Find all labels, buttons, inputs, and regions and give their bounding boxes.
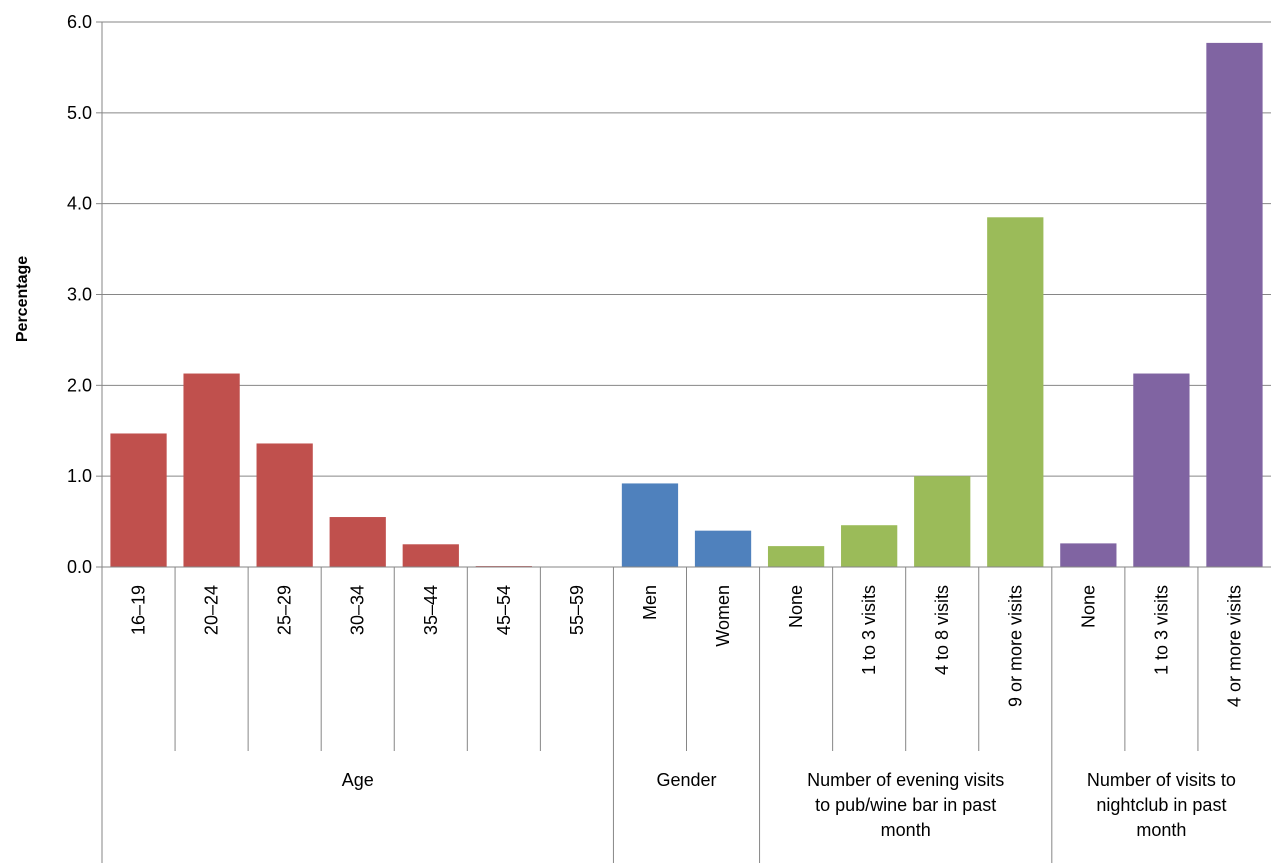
- bar: [110, 433, 167, 567]
- category-label: 16–19: [129, 585, 149, 635]
- bar: [1133, 373, 1190, 567]
- bar: [987, 217, 1044, 567]
- category-label: 1 to 3 visits: [859, 585, 879, 675]
- category-label: 20–24: [202, 585, 222, 635]
- bar: [402, 544, 459, 567]
- y-tick-label: 0.0: [67, 557, 92, 577]
- category-label: 30–34: [348, 585, 368, 635]
- category-label: 1 to 3 visits: [1151, 585, 1171, 675]
- category-label: 9 or more visits: [1005, 585, 1025, 707]
- y-tick-label: 3.0: [67, 285, 92, 305]
- category-labels: 16–19 20–24 25–29 30–34 35–44 45–54 55–59 Men Wo…: [129, 585, 1245, 707]
- category-label: 35–44: [421, 585, 441, 635]
- y-tick-label: 2.0: [67, 375, 92, 395]
- category-label: 55–59: [567, 585, 587, 635]
- bar: [256, 443, 313, 567]
- category-label: 45–54: [494, 585, 514, 635]
- bar: [329, 517, 386, 567]
- category-label: Men: [640, 585, 660, 620]
- y-tick-label: 5.0: [67, 103, 92, 123]
- y-axis-title: Percentage: [14, 256, 31, 342]
- category-label: 25–29: [275, 585, 295, 635]
- bars: [110, 42, 1263, 568]
- y-tick-label: 4.0: [67, 194, 92, 214]
- group-label: Age: [342, 770, 374, 790]
- bar: [767, 546, 825, 567]
- category-label: 4 to 8 visits: [932, 585, 952, 675]
- bar: [914, 476, 971, 567]
- gridlines: [102, 21, 1271, 477]
- group-label: Number of visits to nightclub in past mont…: [1087, 770, 1236, 840]
- category-label: 4 or more visits: [1224, 585, 1244, 707]
- group-label: Gender: [656, 770, 716, 790]
- y-tick-label: 6.0: [67, 12, 92, 32]
- bar: [183, 373, 240, 567]
- bar: [1206, 42, 1263, 568]
- axes: [96, 21, 1271, 863]
- bar: [841, 525, 898, 567]
- bar: [1060, 543, 1117, 567]
- group-labels: Age Gender Number of evening visits to pub/…: [342, 770, 1236, 840]
- bar: [621, 483, 679, 567]
- category-label: None: [1078, 585, 1098, 628]
- y-tick-labels: 0.0 1.0 2.0 3.0 4.0 5.0 6.0: [67, 12, 92, 577]
- category-label: Women: [713, 585, 733, 647]
- group-label: Number of evening visits to pub/wine bar …: [807, 770, 1004, 840]
- y-tick-label: 1.0: [67, 466, 92, 486]
- bar: [694, 530, 752, 567]
- category-label: None: [786, 585, 806, 628]
